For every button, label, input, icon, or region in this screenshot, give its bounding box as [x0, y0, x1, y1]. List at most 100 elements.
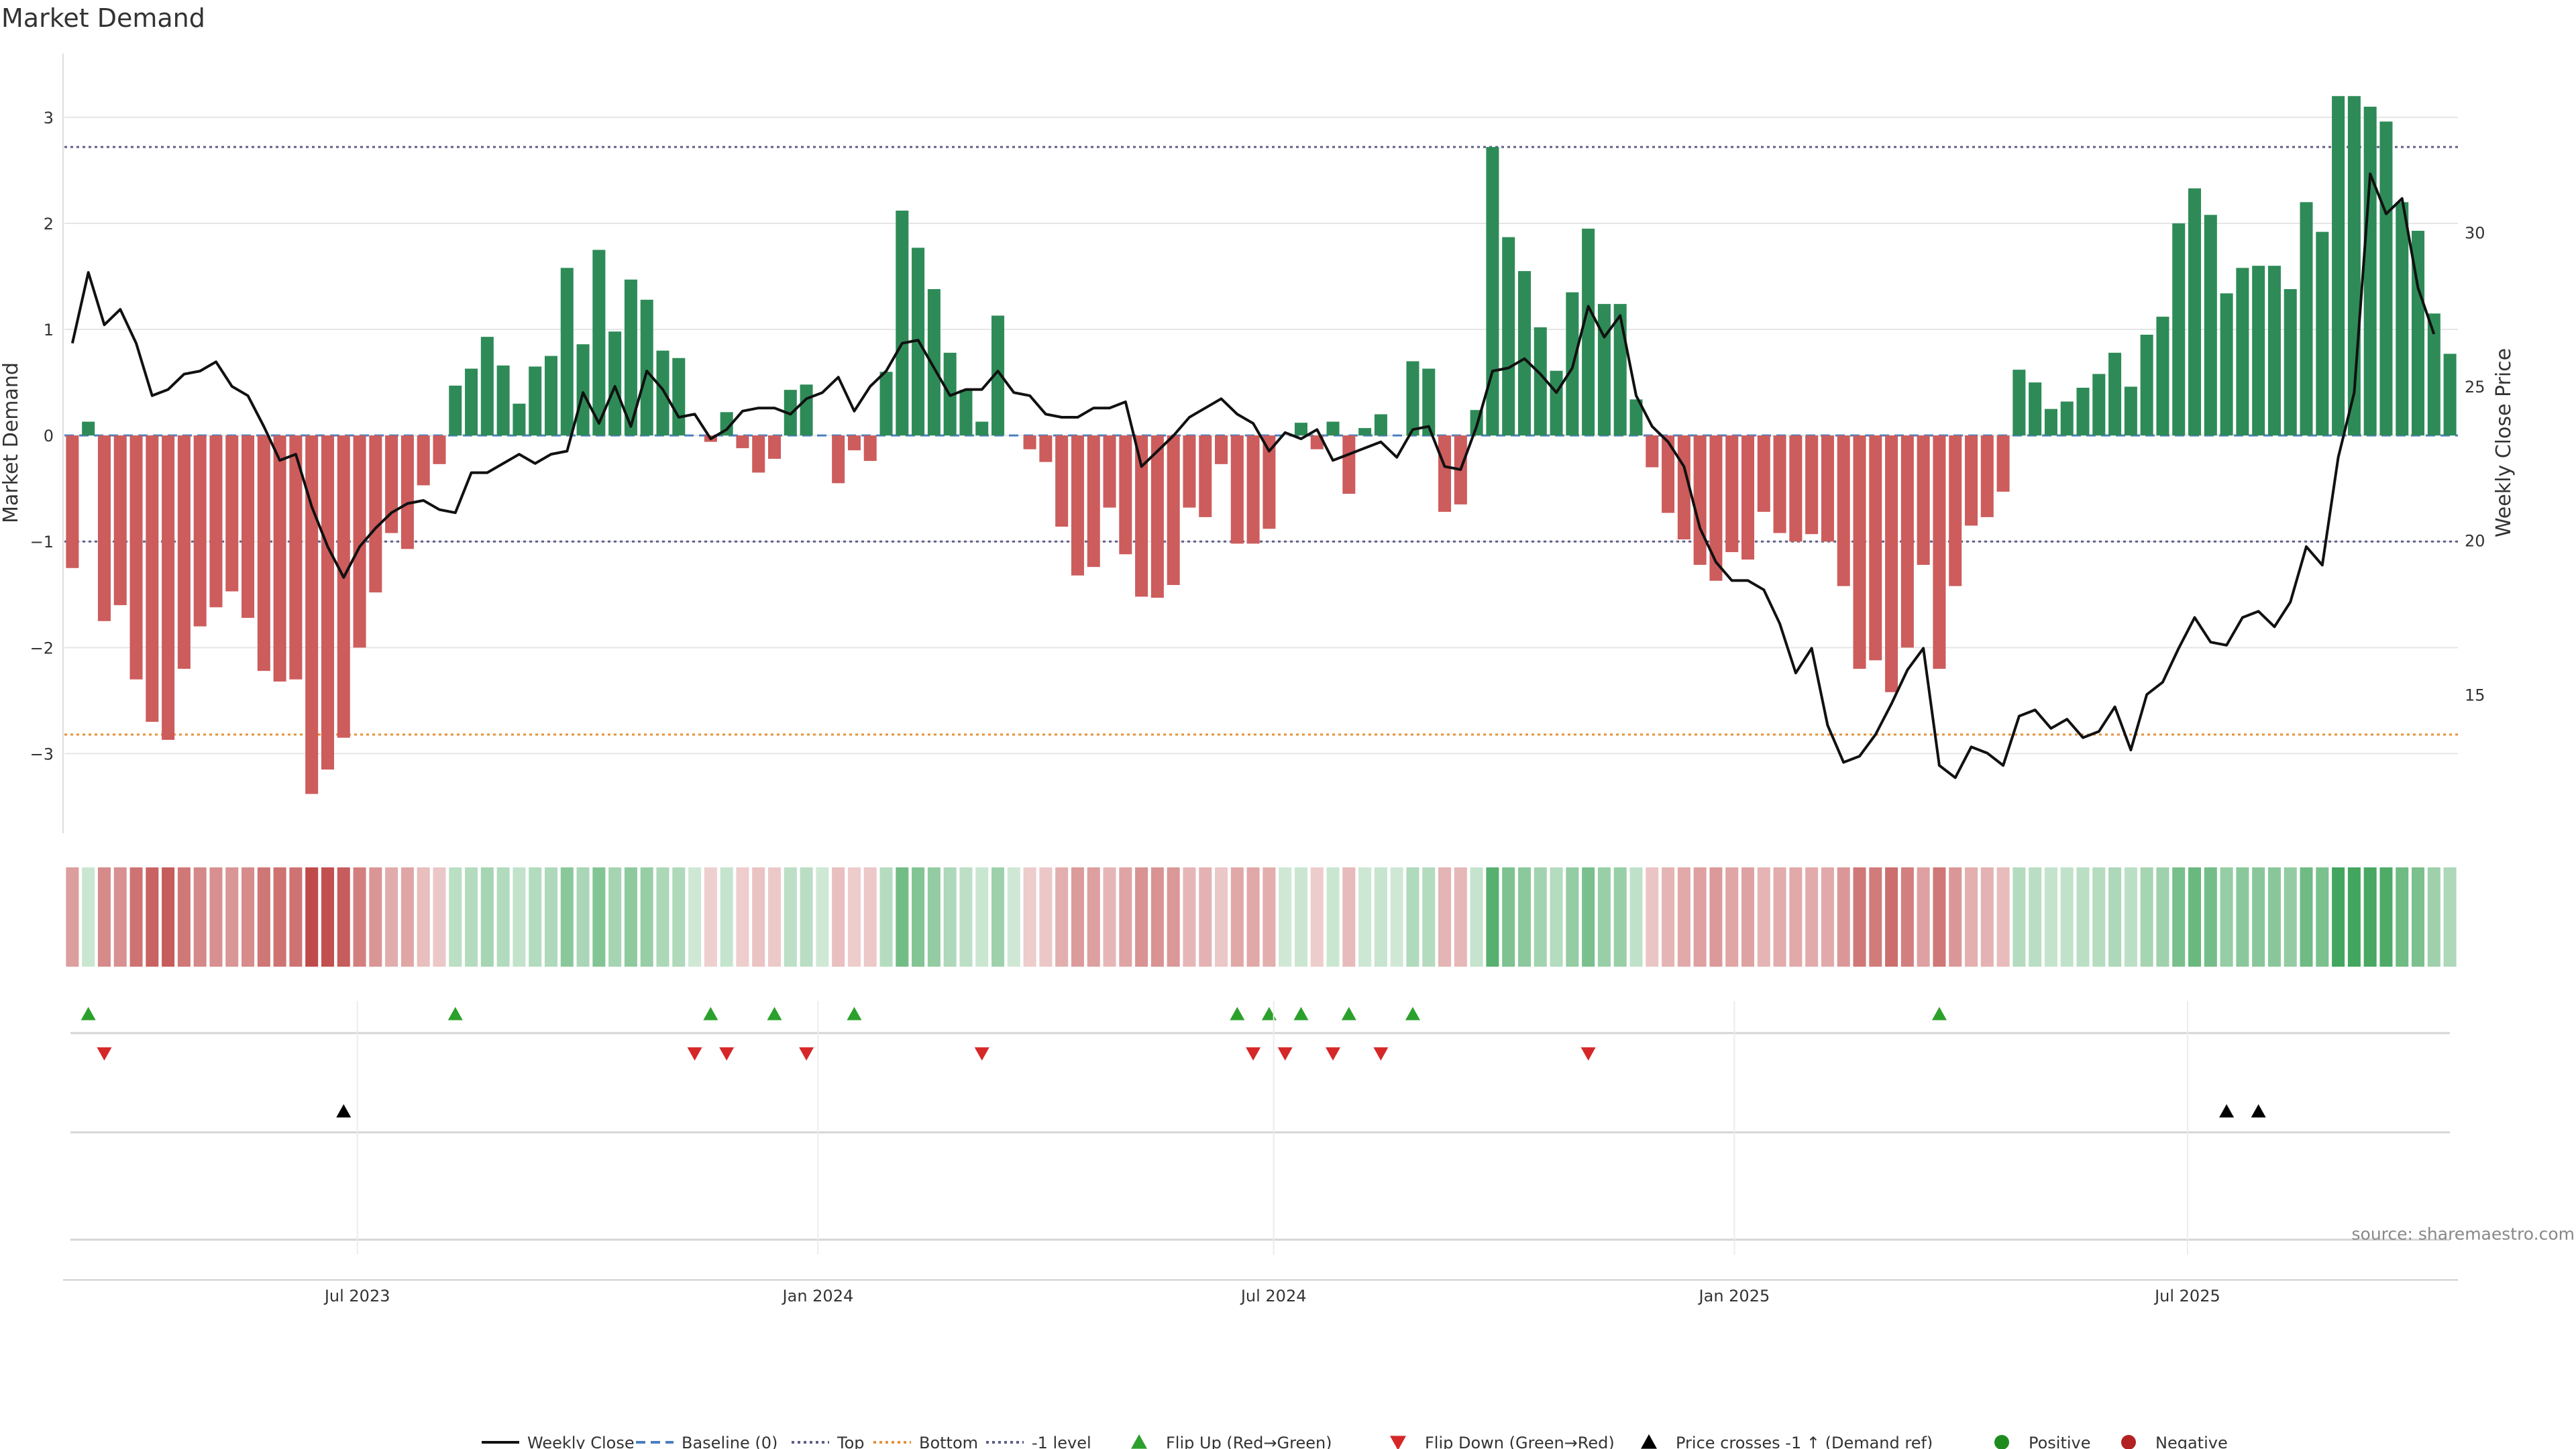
- demand-bar: [385, 435, 398, 533]
- axes: −3 −2 −1 0 1 2 3 15 20 25 30: [30, 54, 2485, 833]
- demand-bar: [82, 421, 95, 436]
- demand-bar: [225, 435, 239, 592]
- heat-cell: [863, 867, 877, 967]
- demand-bar: [991, 315, 1005, 436]
- demand-bar: [1662, 435, 1675, 513]
- demand-bar: [449, 385, 462, 436]
- heat-cell: [816, 867, 829, 967]
- heat-cell: [1230, 867, 1244, 967]
- y2-tick-label: 25: [2465, 378, 2485, 396]
- demand-bar: [162, 435, 175, 740]
- heat-cell: [1486, 867, 1499, 967]
- heat-cell: [2300, 867, 2313, 967]
- heat-cell: [1422, 867, 1436, 967]
- demand-bar: [1502, 237, 1515, 436]
- flip-up-marker: [1341, 1007, 1356, 1020]
- heat-cell: [784, 867, 797, 967]
- flip-down-marker: [974, 1047, 989, 1061]
- legend-triangle-up-icon: [1131, 1434, 1147, 1449]
- demand-bar: [417, 435, 430, 486]
- demand-bar: [720, 412, 733, 436]
- demand-bar: [353, 435, 366, 648]
- demand-bar: [97, 435, 111, 621]
- event-markers: [70, 1007, 2450, 1241]
- heat-cell: [146, 867, 159, 967]
- demand-bar: [560, 268, 574, 436]
- demand-bar: [1246, 435, 1260, 544]
- heat-cell: [2220, 867, 2233, 967]
- heat-cell: [321, 867, 334, 967]
- demand-bar: [1773, 435, 1786, 533]
- demand-bar: [640, 299, 653, 436]
- demand-bar: [129, 435, 143, 680]
- heat-cell: [1183, 867, 1196, 967]
- flip-up-marker: [1931, 1007, 1947, 1020]
- heat-cell: [1550, 867, 1563, 967]
- demand-bar: [1039, 435, 1053, 462]
- demand-bar: [1837, 435, 1850, 586]
- heat-cell: [752, 867, 765, 967]
- heat-cell: [1853, 867, 1866, 967]
- demand-bar: [672, 358, 686, 436]
- demand-bar: [1869, 435, 1882, 661]
- heat-cell: [1517, 867, 1531, 967]
- demand-bar: [209, 435, 223, 608]
- heat-cell: [1996, 867, 2010, 967]
- y2-tick-label: 30: [2465, 223, 2485, 242]
- y-tick-label: 2: [44, 215, 54, 233]
- heat-cell: [544, 867, 558, 967]
- heat-cell: [177, 867, 191, 967]
- demand-bar: [113, 435, 127, 606]
- demand-bar: [879, 372, 893, 436]
- demand-bar: [1646, 435, 1659, 468]
- heat-cell: [2140, 867, 2153, 967]
- price-cross-marker: [2219, 1104, 2235, 1118]
- heat-cell: [1534, 867, 1547, 967]
- demand-bar: [1486, 147, 1499, 436]
- demand-bar: [2267, 266, 2281, 436]
- demand-bar: [289, 435, 303, 680]
- demand-bar: [1741, 435, 1755, 560]
- demand-bar: [608, 331, 622, 436]
- legend-label: Flip Up (Red→Green): [1166, 1434, 1332, 1449]
- demand-bar: [544, 356, 558, 436]
- demand-bar: [2044, 409, 2057, 436]
- flip-down-marker: [1580, 1047, 1596, 1061]
- demand-bar: [1150, 435, 1164, 598]
- legend-label: -1 level: [1032, 1434, 1091, 1449]
- flip-down-marker: [799, 1047, 814, 1061]
- heat-cell: [2412, 867, 2425, 967]
- demand-bar: [2092, 374, 2106, 436]
- demand-bar: [1167, 435, 1180, 586]
- heat-cell: [113, 867, 127, 967]
- demand-bars: [66, 96, 2457, 794]
- heat-cell: [1390, 867, 1403, 967]
- demand-bar: [257, 435, 270, 672]
- heat-cell: [289, 867, 303, 967]
- heat-cell: [1613, 867, 1627, 967]
- heat-cell: [624, 867, 637, 967]
- heat-cell: [1199, 867, 1212, 967]
- demand-bar: [433, 435, 446, 464]
- legend-label: Top: [837, 1434, 865, 1449]
- flip-up-marker: [1293, 1007, 1309, 1020]
- heat-cell: [225, 867, 239, 967]
- y2-tick-label: 15: [2465, 686, 2485, 704]
- heat-cell: [2156, 867, 2169, 967]
- heat-cell: [369, 867, 382, 967]
- heat-cell: [1933, 867, 1946, 967]
- legend-triangle-up-icon: [1641, 1434, 1657, 1449]
- demand-bar: [1709, 435, 1723, 581]
- demand-bar: [959, 390, 973, 436]
- heat-cell: [592, 867, 606, 967]
- demand-bar: [975, 421, 989, 436]
- flip-up-marker: [1405, 1007, 1420, 1020]
- demand-bar: [1119, 435, 1132, 555]
- heat-cell: [385, 867, 398, 967]
- flip-down-marker: [719, 1047, 735, 1061]
- demand-bar: [1582, 228, 1595, 436]
- heat-cell: [513, 867, 526, 967]
- demand-bar: [2316, 231, 2329, 436]
- heat-cell: [2044, 867, 2057, 967]
- demand-bar: [193, 435, 207, 627]
